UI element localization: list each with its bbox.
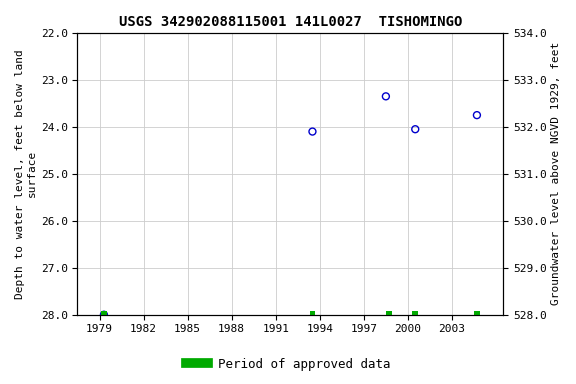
Y-axis label: Depth to water level, feet below land
surface: Depth to water level, feet below land su… [15, 49, 37, 299]
Y-axis label: Groundwater level above NGVD 1929, feet: Groundwater level above NGVD 1929, feet [551, 42, 561, 305]
Bar [309, 311, 316, 315]
Bar [474, 311, 480, 315]
Title: USGS 342902088115001 141L0027  TISHOMINGO: USGS 342902088115001 141L0027 TISHOMINGO [119, 15, 462, 29]
Bar [101, 311, 107, 315]
Point [411, 126, 420, 132]
Bar [412, 311, 418, 315]
Point [308, 129, 317, 135]
Point [99, 312, 108, 318]
Bar [386, 311, 392, 315]
Point [472, 112, 482, 118]
Point [381, 93, 391, 99]
Legend: Period of approved data: Period of approved data [180, 353, 396, 376]
